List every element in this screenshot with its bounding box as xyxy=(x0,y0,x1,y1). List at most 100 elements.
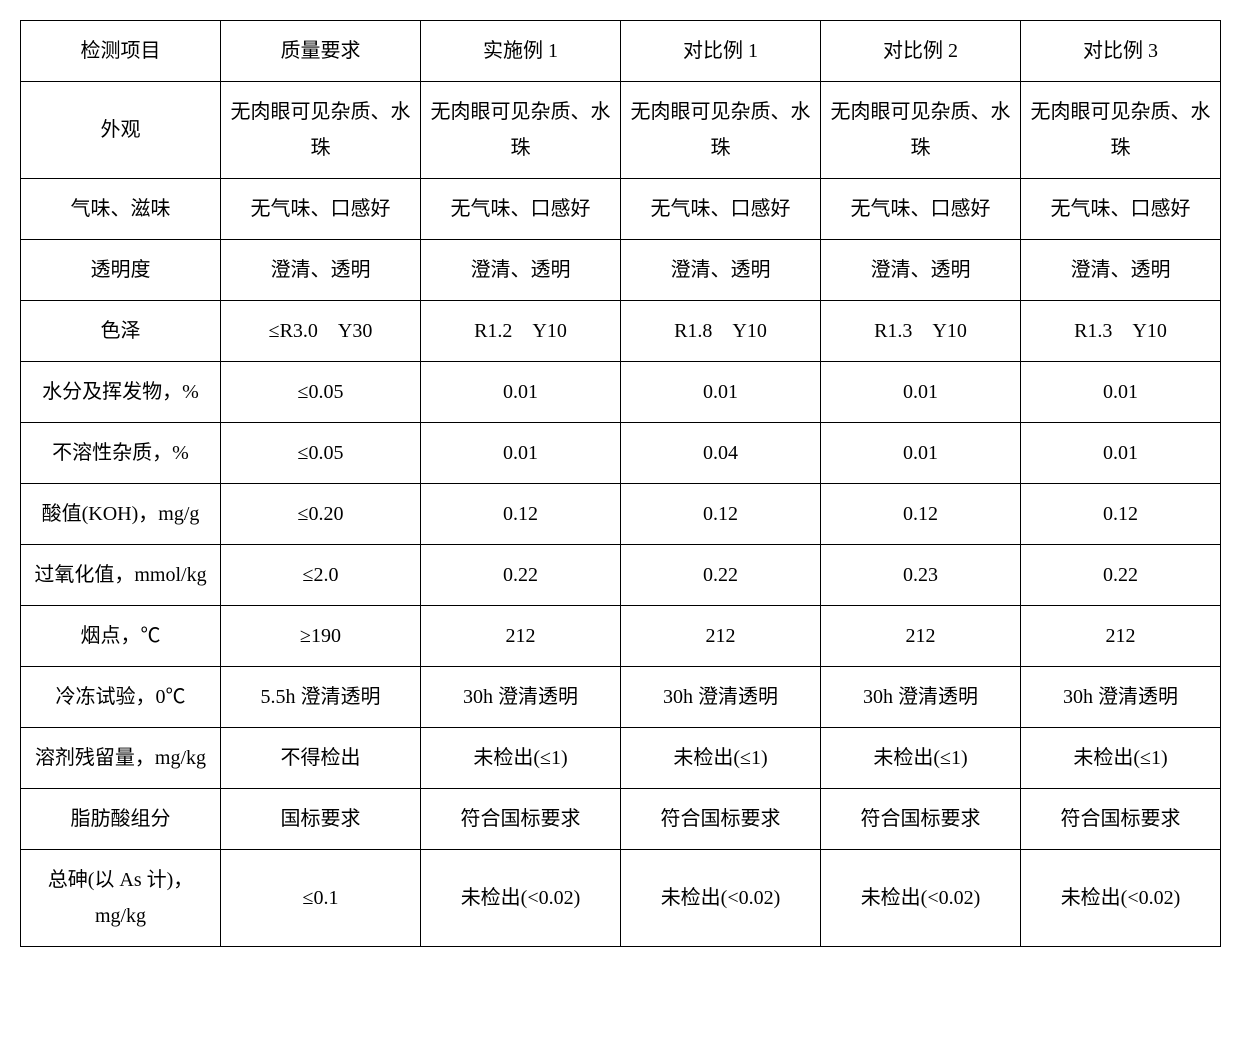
cell-value: 无气味、口感好 xyxy=(1021,179,1221,240)
cell-value: 澄清、透明 xyxy=(1021,240,1221,301)
table-row: 不溶性杂质，%≤0.050.010.040.010.01 xyxy=(21,423,1221,484)
cell-value: 符合国标要求 xyxy=(821,789,1021,850)
cell-value: 0.01 xyxy=(621,362,821,423)
cell-value: 无肉眼可见杂质、水珠 xyxy=(421,82,621,179)
cell-value: 未检出(≤1) xyxy=(621,728,821,789)
cell-value: 30h 澄清透明 xyxy=(621,667,821,728)
col-header: 对比例 1 xyxy=(621,21,821,82)
cell-value: 0.01 xyxy=(821,362,1021,423)
cell-value: 未检出(≤1) xyxy=(1021,728,1221,789)
row-label: 过氧化值，mmol/kg xyxy=(21,545,221,606)
cell-value: 0.01 xyxy=(1021,423,1221,484)
col-header: 对比例 3 xyxy=(1021,21,1221,82)
row-label: 总砷(以 As 计)，mg/kg xyxy=(21,850,221,947)
table-body: 外观无肉眼可见杂质、水珠无肉眼可见杂质、水珠无肉眼可见杂质、水珠无肉眼可见杂质、… xyxy=(21,82,1221,947)
cell-value: 未检出(<0.02) xyxy=(421,850,621,947)
cell-value: R1.8 Y10 xyxy=(621,301,821,362)
cell-value: 未检出(<0.02) xyxy=(1021,850,1221,947)
table-row: 气味、滋味无气味、口感好无气味、口感好无气味、口感好无气味、口感好无气味、口感好 xyxy=(21,179,1221,240)
cell-value: 5.5h 澄清透明 xyxy=(221,667,421,728)
cell-value: 0.12 xyxy=(621,484,821,545)
col-header: 对比例 2 xyxy=(821,21,1021,82)
cell-value: R1.3 Y10 xyxy=(821,301,1021,362)
table-row: 透明度澄清、透明澄清、透明澄清、透明澄清、透明澄清、透明 xyxy=(21,240,1221,301)
cell-value: 澄清、透明 xyxy=(421,240,621,301)
cell-value: 0.22 xyxy=(1021,545,1221,606)
cell-value: ≤0.05 xyxy=(221,362,421,423)
cell-value: 澄清、透明 xyxy=(821,240,1021,301)
cell-value: 未检出(≤1) xyxy=(821,728,1021,789)
cell-value: 不得检出 xyxy=(221,728,421,789)
cell-value: 212 xyxy=(1021,606,1221,667)
row-label: 色泽 xyxy=(21,301,221,362)
cell-value: 无气味、口感好 xyxy=(821,179,1021,240)
cell-value: 30h 澄清透明 xyxy=(421,667,621,728)
table-row: 脂肪酸组分国标要求符合国标要求符合国标要求符合国标要求符合国标要求 xyxy=(21,789,1221,850)
table-row: 色泽≤R3.0 Y30R1.2 Y10R1.8 Y10R1.3 Y10R1.3 … xyxy=(21,301,1221,362)
cell-value: 0.12 xyxy=(821,484,1021,545)
table-row: 烟点，℃≥190212212212212 xyxy=(21,606,1221,667)
cell-value: ≤R3.0 Y30 xyxy=(221,301,421,362)
cell-value: 符合国标要求 xyxy=(421,789,621,850)
cell-value: 无肉眼可见杂质、水珠 xyxy=(821,82,1021,179)
row-label: 烟点，℃ xyxy=(21,606,221,667)
cell-value: 无肉眼可见杂质、水珠 xyxy=(221,82,421,179)
cell-value: 0.04 xyxy=(621,423,821,484)
cell-value: 0.01 xyxy=(821,423,1021,484)
table-row: 溶剂残留量，mg/kg不得检出未检出(≤1)未检出(≤1)未检出(≤1)未检出(… xyxy=(21,728,1221,789)
cell-value: 符合国标要求 xyxy=(1021,789,1221,850)
cell-value: 未检出(<0.02) xyxy=(821,850,1021,947)
cell-value: 0.23 xyxy=(821,545,1021,606)
row-label: 气味、滋味 xyxy=(21,179,221,240)
cell-value: 无气味、口感好 xyxy=(221,179,421,240)
spec-table: 检测项目 质量要求 实施例 1 对比例 1 对比例 2 对比例 3 外观无肉眼可… xyxy=(20,20,1221,947)
table-row: 过氧化值，mmol/kg≤2.00.220.220.230.22 xyxy=(21,545,1221,606)
cell-value: 0.01 xyxy=(421,362,621,423)
row-label: 外观 xyxy=(21,82,221,179)
cell-value: R1.3 Y10 xyxy=(1021,301,1221,362)
cell-value: 30h 澄清透明 xyxy=(821,667,1021,728)
cell-value: 212 xyxy=(421,606,621,667)
cell-value: 无肉眼可见杂质、水珠 xyxy=(1021,82,1221,179)
cell-value: 无气味、口感好 xyxy=(621,179,821,240)
table-header-row: 检测项目 质量要求 实施例 1 对比例 1 对比例 2 对比例 3 xyxy=(21,21,1221,82)
row-label: 不溶性杂质，% xyxy=(21,423,221,484)
cell-value: 0.22 xyxy=(621,545,821,606)
col-header: 实施例 1 xyxy=(421,21,621,82)
row-label: 冷冻试验，0℃ xyxy=(21,667,221,728)
cell-value: 0.12 xyxy=(1021,484,1221,545)
table-row: 冷冻试验，0℃5.5h 澄清透明30h 澄清透明30h 澄清透明30h 澄清透明… xyxy=(21,667,1221,728)
table-row: 酸值(KOH)，mg/g≤0.200.120.120.120.12 xyxy=(21,484,1221,545)
col-header: 质量要求 xyxy=(221,21,421,82)
table-row: 外观无肉眼可见杂质、水珠无肉眼可见杂质、水珠无肉眼可见杂质、水珠无肉眼可见杂质、… xyxy=(21,82,1221,179)
cell-value: 未检出(≤1) xyxy=(421,728,621,789)
cell-value: 0.12 xyxy=(421,484,621,545)
cell-value: 无气味、口感好 xyxy=(421,179,621,240)
cell-value: ≤0.20 xyxy=(221,484,421,545)
cell-value: ≤2.0 xyxy=(221,545,421,606)
cell-value: R1.2 Y10 xyxy=(421,301,621,362)
row-label: 酸值(KOH)，mg/g xyxy=(21,484,221,545)
cell-value: 0.01 xyxy=(421,423,621,484)
table-row: 水分及挥发物，%≤0.050.010.010.010.01 xyxy=(21,362,1221,423)
row-label: 脂肪酸组分 xyxy=(21,789,221,850)
cell-value: 国标要求 xyxy=(221,789,421,850)
row-label: 水分及挥发物，% xyxy=(21,362,221,423)
cell-value: 212 xyxy=(821,606,1021,667)
cell-value: 未检出(<0.02) xyxy=(621,850,821,947)
col-header: 检测项目 xyxy=(21,21,221,82)
cell-value: 212 xyxy=(621,606,821,667)
cell-value: 澄清、透明 xyxy=(221,240,421,301)
cell-value: ≥190 xyxy=(221,606,421,667)
cell-value: ≤0.05 xyxy=(221,423,421,484)
cell-value: 0.22 xyxy=(421,545,621,606)
cell-value: 30h 澄清透明 xyxy=(1021,667,1221,728)
cell-value: 无肉眼可见杂质、水珠 xyxy=(621,82,821,179)
row-label: 透明度 xyxy=(21,240,221,301)
cell-value: ≤0.1 xyxy=(221,850,421,947)
cell-value: 符合国标要求 xyxy=(621,789,821,850)
cell-value: 澄清、透明 xyxy=(621,240,821,301)
table-row: 总砷(以 As 计)，mg/kg≤0.1未检出(<0.02)未检出(<0.02)… xyxy=(21,850,1221,947)
row-label: 溶剂残留量，mg/kg xyxy=(21,728,221,789)
cell-value: 0.01 xyxy=(1021,362,1221,423)
